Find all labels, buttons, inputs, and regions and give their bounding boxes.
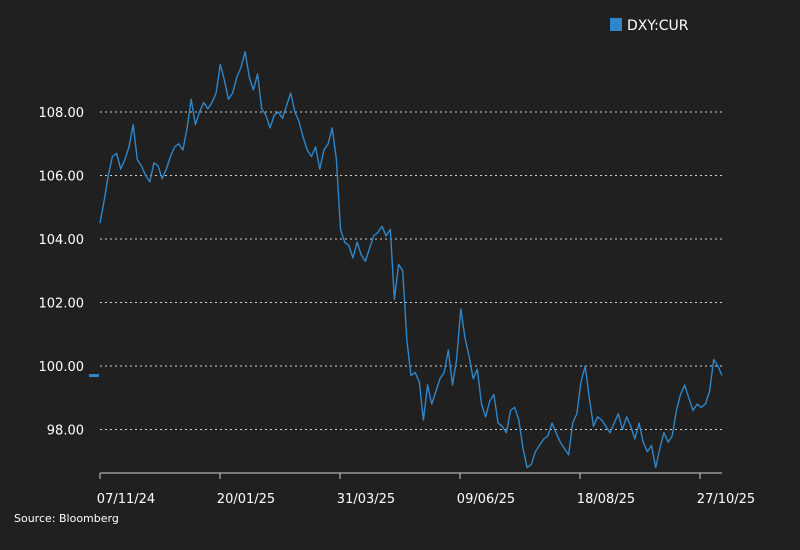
legend: DXY:CUR: [610, 18, 689, 34]
x-tick-label: 27/10/25: [697, 492, 755, 507]
series-layer: [89, 51, 723, 469]
y-tick-label: 108.00: [39, 106, 85, 121]
y-tick-label: 106.00: [39, 170, 85, 185]
x-tick-label: 31/03/25: [337, 492, 395, 507]
grid-lines: [100, 111, 722, 430]
y-tick-label: 102.00: [39, 297, 85, 312]
series-line-dxy: [99, 51, 723, 469]
source-note: Source: Bloomberg: [14, 512, 119, 525]
x-tick-label: 07/11/24: [97, 492, 155, 507]
x-tick-label: 18/08/25: [577, 492, 635, 507]
y-tick-label: 100.00: [39, 360, 85, 375]
x-axis: 07/11/24 20/01/25 31/03/25 09/06/25 18/08/25…: [97, 472, 755, 507]
y-tick-label: 104.00: [39, 233, 85, 248]
legend-swatch: [610, 18, 622, 31]
last-value-marker: [89, 374, 99, 378]
y-axis: 98.00 100.00 102.00 104.00 106.00 108.00: [39, 106, 85, 439]
x-tick-label: 20/01/25: [217, 492, 275, 507]
y-tick-label: 98.00: [47, 424, 84, 439]
legend-label: DXY:CUR: [627, 18, 689, 34]
x-tick-label: 09/06/25: [457, 492, 515, 507]
